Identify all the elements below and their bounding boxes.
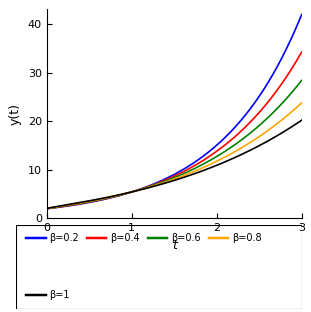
X-axis label: t: t [172,239,177,252]
Legend: β=1: β=1 [23,287,73,303]
Y-axis label: y(t): y(t) [9,103,22,125]
